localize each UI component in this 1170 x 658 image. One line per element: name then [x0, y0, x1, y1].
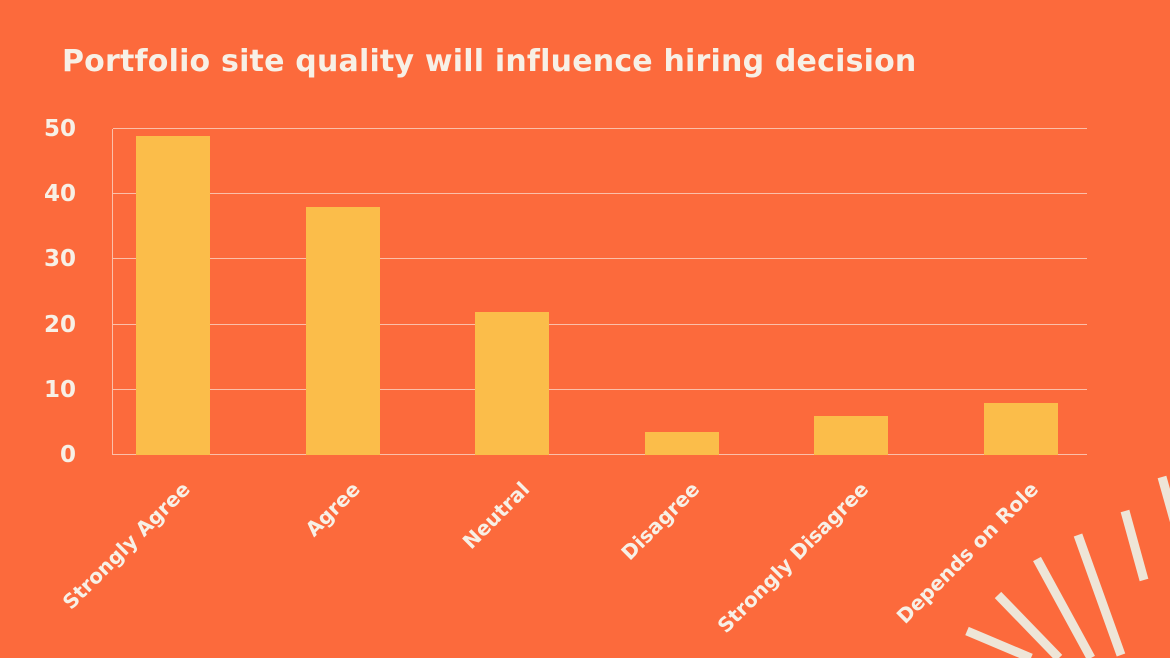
x-tick-label-agree: Agree [300, 477, 365, 542]
y-tick-label: 50 [43, 116, 76, 142]
bar-disagree [644, 432, 719, 455]
bar-neutral [475, 311, 550, 455]
gridline [113, 128, 1087, 129]
x-tick-label-disagree: Disagree [615, 477, 704, 565]
x-tick-label-strongly-agree: Strongly Agree [57, 477, 195, 615]
gridline [113, 323, 1087, 325]
gridline [113, 258, 1087, 260]
y-tick-label: 20 [43, 311, 76, 338]
y-tick-label: 30 [43, 246, 76, 273]
y-tick-label: 10 [43, 376, 76, 403]
bar-strongly-disagree [814, 415, 889, 455]
gridline [113, 193, 1087, 195]
ray-line [994, 591, 1063, 658]
ray-line [1033, 556, 1095, 658]
gridline [113, 388, 1087, 390]
ray-line [1157, 475, 1170, 523]
y-tick-label: 0 [59, 442, 76, 468]
bar-chart-plot-area [112, 128, 1087, 455]
ray-line [1073, 533, 1126, 657]
bar-depends-on-role [984, 402, 1058, 455]
y-tick-label: 40 [43, 181, 76, 208]
ray-line [965, 626, 1033, 658]
gridline [113, 454, 1087, 455]
ray-line [1120, 509, 1149, 582]
x-tick-label-neutral: Neutral [457, 477, 535, 554]
bar-agree [305, 207, 380, 455]
sunburst-rays-icon [965, 475, 1170, 658]
bar-strongly-agree [136, 135, 210, 455]
chart-title: Portfolio site quality will influence hi… [62, 44, 917, 79]
